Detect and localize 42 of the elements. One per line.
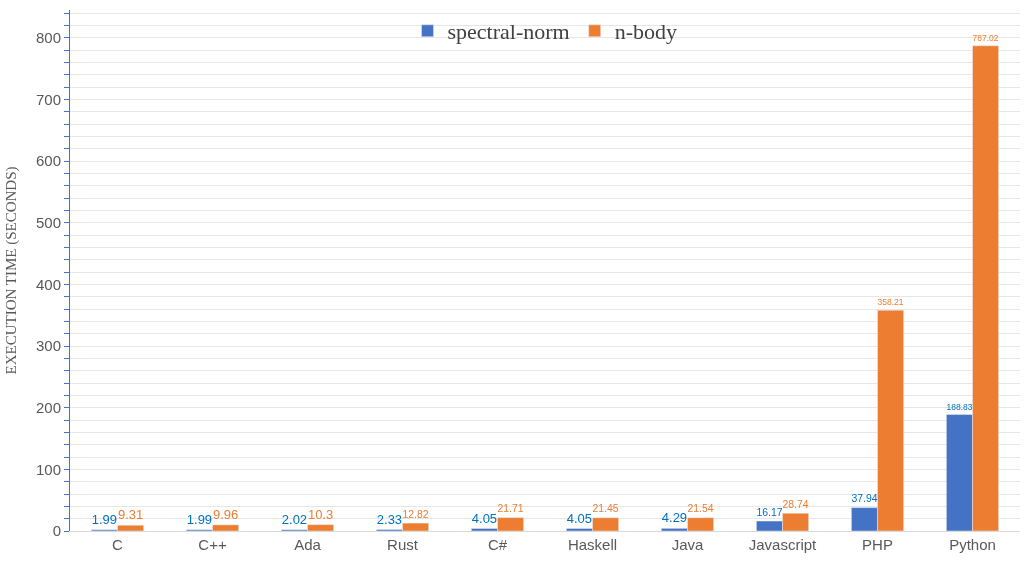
- x-tick-label: Rust: [387, 536, 419, 553]
- y-tick-label: 800: [35, 29, 61, 46]
- data-label: 10.3: [307, 506, 334, 522]
- data-label: 1.99: [186, 511, 213, 527]
- data-label: 9.31: [117, 507, 144, 523]
- data-label: 787.02: [972, 32, 999, 43]
- data-label: 188.83: [946, 401, 973, 412]
- y-tick-label: 600: [35, 152, 61, 170]
- data-label: 4.05: [566, 510, 593, 526]
- y-axis-title: EXECUTION TIME (SECONDS): [3, 166, 21, 375]
- y-tick-label: 400: [35, 275, 61, 293]
- data-label: 21.54: [687, 503, 714, 515]
- data-label: 1.99: [91, 511, 118, 527]
- data-label: 12.82: [402, 508, 429, 520]
- x-tick-label: Ada: [294, 536, 322, 553]
- y-tick-label: 100: [35, 460, 61, 478]
- legend-label: n-body: [614, 19, 677, 45]
- data-label: 37.94: [851, 493, 878, 505]
- x-tick-label: Haskell: [567, 536, 618, 553]
- y-tick-label: 0: [52, 522, 61, 540]
- y-tick-label: 500: [35, 213, 61, 231]
- data-label: 9.96: [212, 506, 239, 522]
- data-label: 2.33: [376, 511, 403, 527]
- data-label: 21.45: [592, 503, 619, 515]
- data-label: 16.17: [756, 506, 783, 518]
- x-tick-label: Python: [949, 536, 996, 553]
- x-tick-label: C: [112, 536, 124, 553]
- y-tick-label: 700: [35, 90, 61, 108]
- data-label: 4.05: [471, 510, 498, 526]
- y-tick-label: 200: [35, 398, 61, 416]
- data-label: 28.74: [782, 498, 809, 510]
- data-label: 4.29: [661, 510, 688, 526]
- x-tick-label: Javascript: [748, 536, 818, 553]
- data-label: 358.21: [877, 297, 904, 308]
- x-tick-label: Java: [671, 536, 704, 553]
- x-tick-label: C++: [198, 536, 227, 553]
- y-tick-label: 300: [35, 337, 61, 355]
- x-tick-label: C#: [487, 536, 508, 553]
- x-tick-label: PHP: [862, 536, 893, 553]
- data-label: 21.71: [497, 503, 524, 515]
- data-label: 2.02: [281, 511, 308, 527]
- legend-label: spectral-norm: [447, 19, 570, 45]
